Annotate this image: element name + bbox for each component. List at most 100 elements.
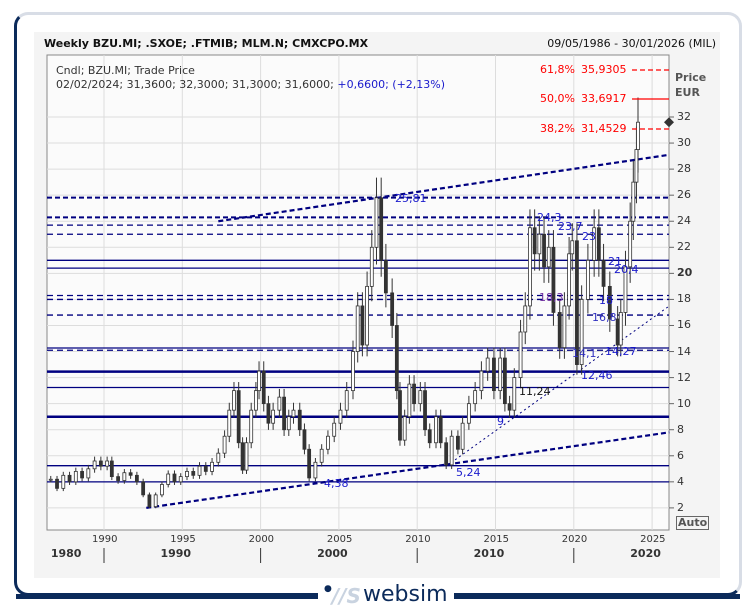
fib-value: 31,4529 bbox=[581, 122, 627, 135]
y-tick-label: 10 bbox=[677, 396, 691, 410]
candle-body bbox=[592, 227, 597, 261]
candle-body bbox=[390, 292, 395, 326]
candle-body bbox=[579, 299, 584, 365]
candle-body bbox=[160, 484, 164, 496]
x-tick-label: 2020 bbox=[561, 534, 588, 545]
candle-body bbox=[418, 390, 423, 405]
candle-body bbox=[398, 390, 402, 441]
candle-body bbox=[254, 390, 258, 411]
candle-body bbox=[601, 259, 606, 287]
candle-body bbox=[98, 460, 103, 467]
candle-body bbox=[67, 474, 72, 483]
level-label: 20,4 bbox=[614, 263, 639, 276]
y-tick-label: 8 bbox=[677, 422, 684, 436]
x-decade-label: 1990 bbox=[160, 547, 192, 560]
candle-body bbox=[172, 473, 177, 483]
level-label: 24,3 bbox=[537, 211, 562, 224]
ohlc-values: 02/02/2024; 31,3600; 32,3000; 31,3000; 3… bbox=[56, 78, 334, 91]
candle-body bbox=[128, 472, 133, 476]
candle-body bbox=[249, 409, 254, 444]
candle-body bbox=[369, 246, 374, 287]
candle-body bbox=[636, 121, 640, 150]
candle-body bbox=[379, 197, 384, 261]
candle-body bbox=[109, 460, 114, 478]
candle-body bbox=[615, 318, 620, 346]
candle-body bbox=[277, 396, 282, 411]
candle-body bbox=[374, 197, 379, 248]
candle-body bbox=[191, 471, 196, 476]
candle-body bbox=[532, 227, 537, 255]
auto-scale-button[interactable]: Auto bbox=[676, 516, 710, 530]
candle-body bbox=[319, 448, 324, 463]
candle-body bbox=[542, 233, 546, 268]
candle-body bbox=[570, 240, 575, 255]
candle-body bbox=[618, 312, 623, 346]
y-tick-label: 4 bbox=[677, 474, 684, 488]
level-label: 23,7 bbox=[558, 220, 583, 233]
x-decade-label: 2000 bbox=[317, 547, 348, 560]
candle-body bbox=[402, 416, 407, 441]
candle-body bbox=[86, 468, 91, 479]
candle-body bbox=[297, 409, 302, 431]
y-tick-label: 30 bbox=[677, 136, 691, 150]
candle-body bbox=[551, 246, 556, 313]
candle-body bbox=[338, 409, 343, 424]
candle-body bbox=[153, 494, 158, 507]
candle-body bbox=[147, 494, 152, 507]
candle-body bbox=[197, 465, 202, 476]
candle-body bbox=[512, 377, 517, 411]
candle-body bbox=[412, 383, 416, 405]
candle-body bbox=[302, 429, 307, 450]
candle-body bbox=[240, 442, 245, 471]
candle-body bbox=[502, 357, 507, 405]
trendline bbox=[146, 431, 670, 509]
ohlc-readout: 02/02/2024; 31,3600; 32,3000; 31,3000; 3… bbox=[56, 78, 445, 91]
level-label: 18,3 bbox=[539, 291, 564, 304]
candle-body bbox=[116, 476, 120, 481]
candle-body bbox=[166, 473, 171, 485]
y-tick-label: 12 bbox=[677, 370, 691, 384]
level-label: 12,46 bbox=[581, 369, 613, 382]
x-decade-label: 1980 bbox=[50, 547, 82, 560]
fib-percent: 61,8% bbox=[540, 63, 575, 76]
candle-body bbox=[344, 390, 349, 411]
x-tick-label: 2025 bbox=[640, 534, 666, 545]
candle-body bbox=[216, 452, 221, 463]
trendline bbox=[446, 305, 670, 467]
candle-body bbox=[122, 472, 127, 481]
series-label: Cndl; BZU.MI; Trade Price bbox=[56, 64, 195, 77]
candle-body bbox=[326, 435, 330, 450]
trendline bbox=[218, 153, 670, 223]
level-label: 9 bbox=[497, 415, 504, 428]
y-tick-label: 2 bbox=[677, 500, 684, 514]
candle-body bbox=[307, 448, 312, 479]
candle-body bbox=[266, 403, 271, 424]
candle-body bbox=[351, 351, 355, 392]
level-label: 14,1 bbox=[572, 347, 597, 360]
currency-label: EUR bbox=[675, 86, 700, 99]
candle-body bbox=[360, 305, 365, 346]
candle-body bbox=[286, 416, 291, 431]
candle-body bbox=[562, 305, 567, 349]
candle-body bbox=[61, 474, 66, 489]
candle-body bbox=[628, 220, 633, 268]
candle-body bbox=[460, 422, 465, 450]
candle-body bbox=[210, 461, 214, 472]
candle-body bbox=[355, 305, 360, 352]
price-change: +0,6600; (+2,13%) bbox=[337, 78, 446, 91]
x-tick-label: 2005 bbox=[326, 534, 353, 545]
level-label: 25,81 bbox=[395, 192, 427, 205]
candle-body bbox=[261, 370, 266, 405]
candle-body bbox=[365, 285, 369, 346]
candle-body bbox=[141, 481, 146, 496]
candle-body bbox=[607, 285, 612, 320]
x-decade-label: 2020 bbox=[630, 547, 661, 560]
candle-body bbox=[423, 390, 427, 431]
candle-body bbox=[585, 259, 590, 300]
candle-body bbox=[407, 383, 412, 418]
candle-body bbox=[185, 471, 189, 478]
level-label: 11,24 bbox=[519, 385, 551, 398]
candle-body bbox=[291, 409, 296, 418]
candle-body bbox=[557, 312, 562, 349]
